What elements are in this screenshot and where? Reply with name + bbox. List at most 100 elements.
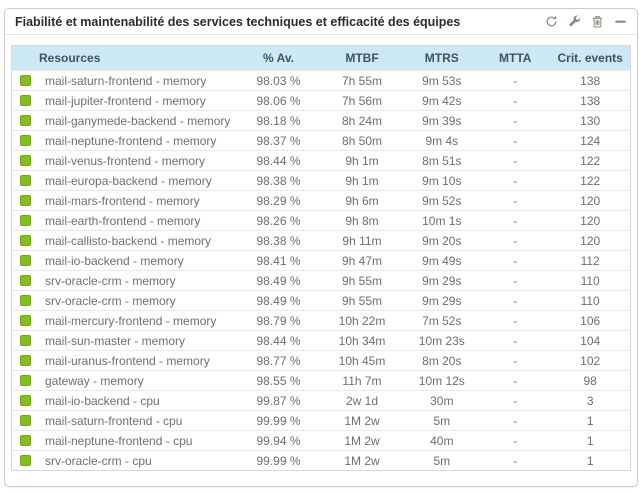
resource-name[interactable]: mail-uranus-frontend - memory xyxy=(45,353,210,368)
mtta-cell: - xyxy=(480,350,551,371)
table-row[interactable]: srv-oracle-crm - memory 98.49 % 9h 55m 9… xyxy=(11,290,631,311)
table-row[interactable]: mail-neptune-frontend - memory 98.37 % 8… xyxy=(11,130,631,151)
table-row[interactable]: mail-uranus-frontend - memory 98.77 % 10… xyxy=(11,350,631,371)
table-row[interactable]: srv-oracle-crm - cpu 99.99 % 1M 2w 5m - … xyxy=(11,450,631,471)
table-row[interactable]: mail-neptune-frontend - cpu 99.94 % 1M 2… xyxy=(11,430,631,451)
resource-cell[interactable]: mail-ganymede-backend - memory xyxy=(11,110,237,131)
crit-events-cell: 102 xyxy=(550,350,631,371)
table-row[interactable]: mail-venus-frontend - memory 98.44 % 9h … xyxy=(11,150,631,171)
table-row[interactable]: mail-mercury-frontend - memory 98.79 % 1… xyxy=(11,310,631,331)
resource-name[interactable]: srv-oracle-crm - cpu xyxy=(45,453,152,468)
column-header-mtrs[interactable]: MTRS xyxy=(403,45,481,71)
resource-name[interactable]: mail-neptune-frontend - cpu xyxy=(45,433,193,448)
resource-cell[interactable]: mail-earth-frontend - memory xyxy=(11,210,237,231)
mtbf-cell: 9h 1m xyxy=(320,170,404,191)
availability-cell: 98.03 % xyxy=(236,70,321,91)
mtbf-cell: 11h 7m xyxy=(320,370,404,391)
table-row[interactable]: mail-saturn-frontend - cpu 99.99 % 1M 2w… xyxy=(11,410,631,431)
mtrs-cell: 9m 29s xyxy=(403,290,481,311)
table-row[interactable]: mail-io-backend - memory 98.41 % 9h 47m … xyxy=(11,250,631,271)
mtrs-cell: 10m 23s xyxy=(403,330,481,351)
resource-cell[interactable]: mail-mars-frontend - memory xyxy=(11,190,237,211)
wrench-icon[interactable] xyxy=(568,15,581,28)
status-ok-indicator xyxy=(20,395,31,406)
table-row[interactable]: mail-sun-master - memory 98.44 % 10h 34m… xyxy=(11,330,631,351)
mtbf-cell: 7h 55m xyxy=(320,70,404,91)
resource-cell[interactable]: gateway - memory xyxy=(11,370,237,391)
resource-cell[interactable]: mail-europa-backend - memory xyxy=(11,170,237,191)
resource-cell[interactable]: srv-oracle-crm - memory xyxy=(11,290,237,311)
resource-cell[interactable]: mail-saturn-frontend - memory xyxy=(11,70,237,91)
column-header-resources[interactable]: Resources xyxy=(11,45,237,71)
table-row[interactable]: mail-io-backend - cpu 99.87 % 2w 1d 30m … xyxy=(11,390,631,411)
table-body: mail-saturn-frontend - memory 98.03 % 7h… xyxy=(11,70,631,471)
crit-events-cell: 122 xyxy=(550,150,631,171)
resource-name[interactable]: mail-saturn-frontend - cpu xyxy=(45,413,183,428)
resource-name[interactable]: mail-saturn-frontend - memory xyxy=(45,73,207,88)
resource-cell[interactable]: mail-callisto-backend - memory xyxy=(11,230,237,251)
table-row[interactable]: srv-oracle-crm - memory 98.49 % 9h 55m 9… xyxy=(11,270,631,291)
availability-cell: 98.44 % xyxy=(236,150,321,171)
resource-cell[interactable]: mail-mercury-frontend - memory xyxy=(11,310,237,331)
status-ok-indicator xyxy=(20,175,31,186)
availability-cell: 98.49 % xyxy=(236,270,321,291)
column-header-availability[interactable]: % Av. xyxy=(236,45,321,71)
column-header-crit-events[interactable]: Crit. events xyxy=(550,45,631,71)
resource-name[interactable]: mail-callisto-backend - memory xyxy=(45,233,212,248)
minimize-icon[interactable] xyxy=(614,15,627,28)
resource-name[interactable]: mail-mercury-frontend - memory xyxy=(45,313,217,328)
resource-cell[interactable]: mail-io-backend - memory xyxy=(11,250,237,271)
mtbf-cell: 9h 8m xyxy=(320,210,404,231)
resource-cell[interactable]: mail-io-backend - cpu xyxy=(11,390,237,411)
resource-name[interactable]: gateway - memory xyxy=(45,373,144,388)
mtta-cell: - xyxy=(480,230,551,251)
mtbf-cell: 9h 55m xyxy=(320,290,404,311)
crit-events-cell: 1 xyxy=(550,410,631,431)
resource-name[interactable]: mail-mars-frontend - memory xyxy=(45,193,200,208)
table-row[interactable]: mail-jupiter-frontend - memory 98.06 % 7… xyxy=(11,90,631,111)
widget-card: Fiabilité et maintenabilité des services… xyxy=(4,8,638,487)
mtta-cell: - xyxy=(480,130,551,151)
resource-name[interactable]: mail-sun-master - memory xyxy=(45,333,186,348)
trash-icon[interactable] xyxy=(591,15,604,28)
column-header-mtbf[interactable]: MTBF xyxy=(320,45,404,71)
table-row[interactable]: gateway - memory 98.55 % 11h 7m 10m 12s … xyxy=(11,370,631,391)
resource-cell[interactable]: mail-venus-frontend - memory xyxy=(11,150,237,171)
status-ok-indicator xyxy=(20,275,31,286)
mtbf-cell: 2w 1d xyxy=(320,390,404,411)
resource-name[interactable]: mail-ganymede-backend - memory xyxy=(45,113,231,128)
mtbf-cell: 8h 24m xyxy=(320,110,404,131)
resource-cell[interactable]: srv-oracle-crm - memory xyxy=(11,270,237,291)
status-ok-indicator xyxy=(20,295,31,306)
resource-name[interactable]: srv-oracle-crm - memory xyxy=(45,293,176,308)
mtta-cell: - xyxy=(480,430,551,451)
mtta-cell: - xyxy=(480,250,551,271)
mtrs-cell: 9m 39s xyxy=(403,110,481,131)
resource-name[interactable]: mail-jupiter-frontend - memory xyxy=(45,93,206,108)
resource-name[interactable]: mail-europa-backend - memory xyxy=(45,173,212,188)
table-row[interactable]: mail-mars-frontend - memory 98.29 % 9h 6… xyxy=(11,190,631,211)
resource-cell[interactable]: mail-neptune-frontend - memory xyxy=(11,130,237,151)
resource-cell[interactable]: mail-jupiter-frontend - memory xyxy=(11,90,237,111)
status-ok-indicator xyxy=(20,335,31,346)
column-header-mtta[interactable]: MTTA xyxy=(480,45,551,71)
resource-name[interactable]: mail-neptune-frontend - memory xyxy=(45,133,217,148)
resource-cell[interactable]: mail-neptune-frontend - cpu xyxy=(11,430,237,451)
crit-events-cell: 138 xyxy=(550,70,631,91)
refresh-icon[interactable] xyxy=(545,15,558,28)
table-row[interactable]: mail-saturn-frontend - memory 98.03 % 7h… xyxy=(11,70,631,91)
resource-name[interactable]: mail-earth-frontend - memory xyxy=(45,213,201,228)
mtrs-cell: 8m 20s xyxy=(403,350,481,371)
table-row[interactable]: mail-earth-frontend - memory 98.26 % 9h … xyxy=(11,210,631,231)
resource-cell[interactable]: mail-sun-master - memory xyxy=(11,330,237,351)
resource-name[interactable]: mail-io-backend - memory xyxy=(45,253,184,268)
resource-name[interactable]: mail-venus-frontend - memory xyxy=(45,153,206,168)
resource-cell[interactable]: srv-oracle-crm - cpu xyxy=(11,450,237,471)
resource-cell[interactable]: mail-saturn-frontend - cpu xyxy=(11,410,237,431)
resource-name[interactable]: mail-io-backend - cpu xyxy=(45,393,160,408)
table-row[interactable]: mail-ganymede-backend - memory 98.18 % 8… xyxy=(11,110,631,131)
table-row[interactable]: mail-europa-backend - memory 98.38 % 9h … xyxy=(11,170,631,191)
resource-name[interactable]: srv-oracle-crm - memory xyxy=(45,273,176,288)
table-row[interactable]: mail-callisto-backend - memory 98.38 % 9… xyxy=(11,230,631,251)
resource-cell[interactable]: mail-uranus-frontend - memory xyxy=(11,350,237,371)
